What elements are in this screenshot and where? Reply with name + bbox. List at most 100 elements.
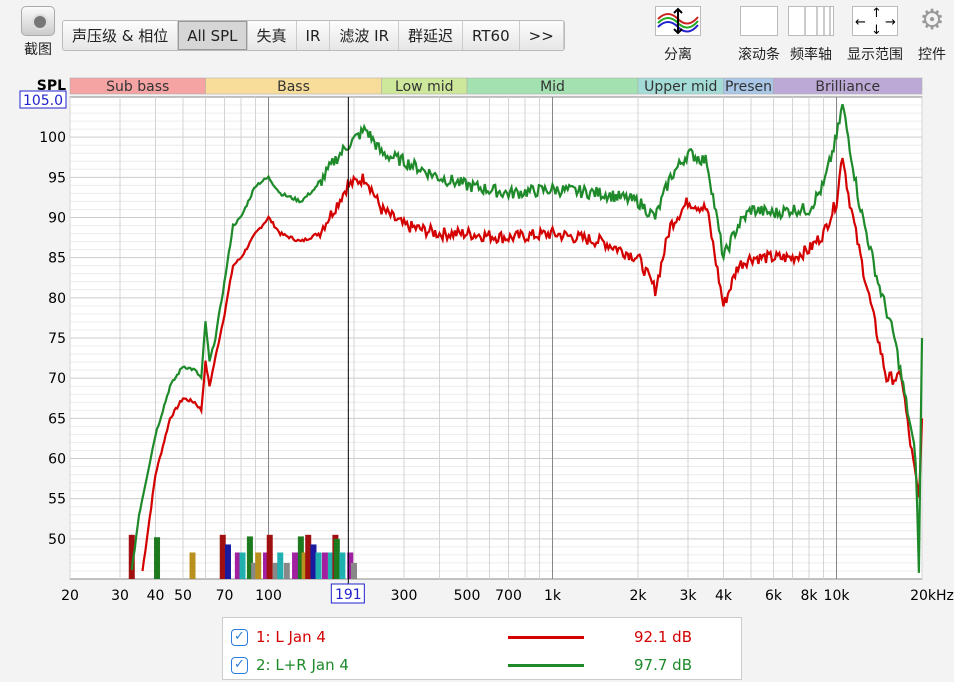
y-tick-label: 65	[48, 411, 66, 427]
distortion-marker	[351, 562, 357, 579]
gear-button[interactable]: ⚙ 控件	[910, 6, 954, 64]
band-label: Presen	[725, 79, 772, 95]
distortion-marker	[251, 562, 258, 579]
distortion-marker	[189, 552, 196, 579]
series-checkbox[interactable]: ✓	[231, 628, 248, 646]
tab-6[interactable]: RT60	[463, 21, 520, 50]
y-tick-label: 60	[48, 452, 66, 468]
view-tabs: 声压级 & 相位 All SPL 失真 IR 滤波 IR 群延迟 RT60 >>	[62, 20, 565, 51]
svg-text:↑: ↑	[871, 7, 882, 21]
series-name: 2: L+R Jan 4	[256, 656, 349, 674]
distortion-marker	[292, 552, 299, 579]
cursor-input	[330, 583, 365, 604]
y-tick-label: 95	[48, 170, 66, 186]
x-tick-label: 700	[495, 588, 522, 604]
distortion-marker	[246, 536, 253, 579]
series-name: 1: L Jan 4	[256, 628, 326, 646]
camera-icon	[21, 6, 55, 36]
band-label: Upper mid	[644, 79, 717, 95]
legend: ✓ 1: L Jan 4 92.1 dB ✓ 2: L+R Jan 4 97.7 dB	[222, 617, 742, 680]
tab-4[interactable]: 滤波 IR	[330, 21, 400, 50]
distortion-marker	[321, 552, 328, 579]
svg-text:←: ←	[855, 15, 866, 30]
distortion-marker	[310, 544, 317, 579]
series-value: 97.7 dB	[634, 656, 692, 674]
y-tick-label: 55	[48, 492, 66, 508]
tool-label: 显示范围	[847, 47, 903, 63]
x-tick-label: 20	[61, 588, 79, 604]
x-tick-label: 20kHz	[910, 588, 954, 604]
y-axis-label: SPL	[37, 78, 66, 94]
distortion-marker	[263, 552, 270, 579]
x-tick-label: 30	[111, 588, 129, 604]
distortion-marker	[239, 552, 246, 579]
series-value: 92.1 dB	[634, 628, 692, 646]
x-tick-label: 6k	[765, 588, 783, 604]
tab-2[interactable]: 失真	[248, 21, 297, 50]
screenshot-label: 截图	[24, 42, 52, 58]
series-checkbox[interactable]: ✓	[231, 656, 248, 674]
series-line-2	[130, 104, 924, 573]
y-max-readout: 105.0	[23, 93, 63, 109]
spl-chart[interactable]: Sub bass Bass Low mid Mid Upper mid Presen Bri…	[0, 70, 954, 610]
series-line-1	[141, 157, 924, 572]
scrollbar-icon	[740, 6, 778, 36]
svg-text:↓: ↓	[871, 23, 882, 35]
y-tick-label: 100	[39, 130, 66, 146]
distortion-marker	[305, 534, 312, 579]
display-range-button[interactable]: ↑ ↓ ← → 显示范围	[844, 6, 906, 64]
series-swatch	[508, 635, 584, 639]
screenshot-button[interactable]: 截图	[18, 6, 58, 59]
x-tick-label: 50	[174, 588, 192, 604]
x-tick-label: 70	[216, 588, 234, 604]
distortion-marker	[301, 552, 308, 579]
scrollbar-button[interactable]: 滚动条	[732, 6, 786, 64]
x-tick-label: 10k	[824, 588, 851, 604]
cursor-readout: 191	[335, 587, 362, 603]
display-range-icon: ↑ ↓ ← →	[852, 6, 898, 38]
distortion-marker	[297, 536, 304, 579]
x-tick-label: 300	[391, 588, 418, 604]
x-tick-label: 40	[147, 588, 165, 604]
tab-7[interactable]: >>	[520, 21, 564, 50]
legend-item: ✓ 1: L Jan 4 92.1 dB	[231, 625, 731, 649]
tool-label: 滚动条	[738, 47, 780, 63]
separate-traces-icon	[655, 6, 701, 36]
x-tick-label: 2k	[629, 588, 647, 604]
x-tick-label: 8k	[800, 588, 818, 604]
distortion-marker	[333, 538, 340, 579]
distortion-marker	[347, 552, 354, 579]
svg-text:→: →	[885, 15, 896, 30]
tool-label: 分离	[664, 47, 692, 63]
x-tick-label: 4k	[715, 588, 733, 604]
frequency-axis-icon	[788, 6, 834, 36]
band-label: Bass	[277, 79, 310, 95]
band-label: Low mid	[395, 79, 453, 95]
distortion-marker	[154, 537, 161, 579]
distortion-marker	[315, 552, 322, 579]
y-max-input	[19, 90, 67, 109]
band-label: Mid	[540, 79, 565, 95]
band-6	[773, 77, 923, 95]
separate-traces-button[interactable]: 分离	[647, 6, 709, 64]
tab-0[interactable]: 声压级 & 相位	[63, 21, 179, 50]
y-tick-label: 85	[48, 251, 66, 267]
band-label: Sub bass	[106, 79, 169, 95]
tab-1[interactable]: All SPL	[178, 21, 248, 50]
distortion-marker	[219, 534, 226, 579]
y-tick-label: 50	[48, 532, 66, 548]
x-tick-label: 1k	[544, 588, 562, 604]
distortion-marker	[255, 552, 262, 579]
distortion-marker	[224, 544, 231, 579]
frequency-axis-button[interactable]: 频率轴	[780, 6, 842, 64]
x-tick-label: 3k	[680, 588, 698, 604]
y-tick-label: 75	[48, 331, 66, 347]
y-tick-label: 80	[48, 291, 66, 307]
tool-label: 控件	[918, 47, 946, 63]
y-tick-label: 70	[48, 371, 66, 387]
tab-3[interactable]: IR	[297, 21, 331, 50]
distortion-marker	[128, 534, 135, 579]
distortion-marker	[328, 552, 335, 579]
tab-5[interactable]: 群延迟	[399, 21, 464, 50]
tool-label: 频率轴	[790, 47, 832, 63]
